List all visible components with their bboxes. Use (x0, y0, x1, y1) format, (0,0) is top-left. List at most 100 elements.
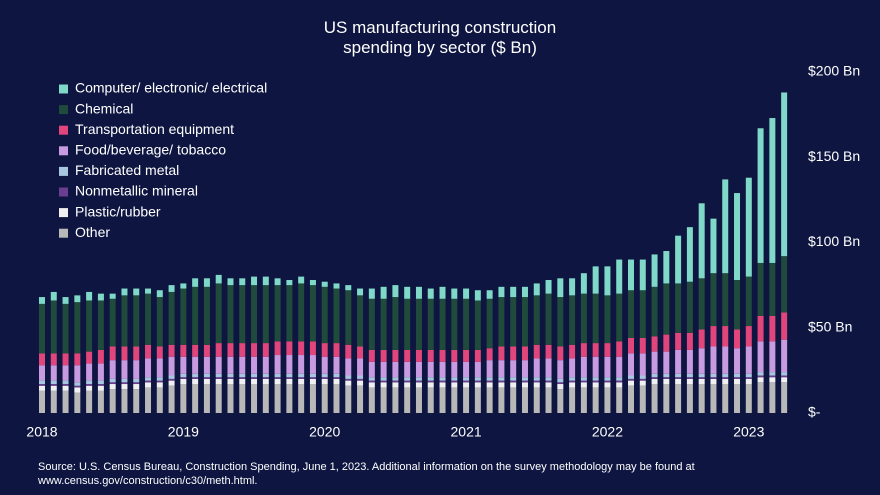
bar-segment (309, 384, 316, 413)
bar-segment (569, 377, 576, 381)
bar-segment (757, 315, 764, 342)
bar-segment (698, 329, 705, 349)
bar-segment (616, 377, 623, 381)
bar-segment (133, 288, 140, 296)
bar-segment (486, 382, 493, 388)
bar-segment (97, 385, 104, 391)
bar-segment (745, 346, 752, 374)
bar-segment (203, 377, 210, 379)
bar-segment (722, 377, 729, 379)
bar-segment (592, 343, 599, 357)
bar-segment (86, 351, 93, 364)
bar-segment (168, 375, 175, 379)
bar-segment (274, 373, 281, 378)
bar-segment (686, 373, 693, 378)
bar-segment (415, 387, 422, 413)
legend-swatch (59, 84, 68, 94)
bar-segment (50, 300, 57, 354)
bar-segment (439, 286, 446, 299)
x-tick-label: 2021 (451, 424, 482, 440)
bar-segment (451, 298, 458, 350)
bar-segment (192, 377, 199, 379)
bar-segment (168, 380, 175, 386)
bar-segment (663, 351, 670, 374)
bar-segment (734, 193, 741, 281)
bar-segment (569, 278, 576, 296)
bar-segment (781, 372, 788, 376)
bar-segment (781, 382, 788, 413)
bar-segment (203, 384, 210, 413)
bar-segment (415, 377, 422, 381)
bar-segment (145, 293, 152, 345)
bar-segment (345, 375, 352, 379)
bar-segment (628, 290, 634, 338)
bar-segment (380, 361, 387, 378)
bar-segment (274, 377, 281, 379)
bar-segment (227, 285, 234, 344)
bar-segment (698, 377, 705, 379)
bar-segment (180, 373, 187, 378)
bar-segment (321, 356, 328, 374)
bar-segment (74, 392, 81, 413)
bar-segment (109, 360, 116, 379)
bar-segment (757, 377, 764, 383)
legend-label: Transportation equipment (75, 121, 234, 137)
bar-segment (168, 285, 175, 292)
bar-segment (675, 384, 682, 413)
bar-segment (215, 377, 222, 379)
bar-segment (604, 380, 611, 383)
bar-segment (298, 373, 305, 378)
bar-segment (86, 385, 93, 391)
bar-segment (510, 387, 517, 413)
bar-segment (39, 384, 45, 386)
bar-segment (274, 341, 281, 356)
y-tick-label: $100 Bn (808, 233, 860, 249)
bar-segment (298, 341, 305, 356)
bar-segment (510, 382, 517, 388)
bar-segment (545, 377, 552, 381)
bar-segment (604, 382, 611, 388)
bar-segment (345, 385, 352, 413)
bar-segment (769, 377, 776, 383)
bar-segment (368, 349, 375, 362)
bar-segment (533, 283, 540, 296)
bar-segment (251, 373, 258, 378)
bar-segment (251, 285, 258, 344)
bar-segment (109, 293, 116, 299)
bar-segment (50, 365, 57, 381)
bar-segment (498, 286, 505, 298)
bar-segment (533, 380, 540, 383)
bar-segment (639, 378, 646, 381)
bar-segment (616, 380, 623, 383)
bar-segment (404, 298, 411, 350)
legend-swatch (59, 146, 68, 156)
bar-segment (486, 380, 493, 383)
bar-segment (357, 378, 364, 381)
bar-segment (745, 326, 752, 347)
bar-segment (498, 387, 505, 413)
bar-segment (498, 377, 505, 381)
bar-segment (769, 382, 776, 413)
bar-segment (39, 385, 45, 391)
bar-segment (345, 358, 352, 376)
bar-segment (97, 300, 104, 350)
bar-segment (145, 288, 152, 294)
bar-segment (616, 387, 623, 413)
bar-segment (451, 361, 458, 378)
bar-segment (121, 389, 128, 413)
bar-segment (121, 360, 128, 379)
bar-segment (663, 283, 670, 335)
bar-segment (663, 384, 670, 413)
bar-segment (757, 382, 764, 413)
source-note: Source: U.S. Census Bureau, Construction… (38, 460, 695, 488)
bar-segment (769, 118, 776, 263)
bar-segment (97, 380, 104, 385)
bar-segment (451, 349, 458, 362)
bar-segment (333, 356, 340, 374)
bar-segment (734, 378, 741, 385)
bar-segment (62, 380, 69, 385)
bar-segment (380, 382, 387, 388)
bar-segment (368, 382, 375, 388)
